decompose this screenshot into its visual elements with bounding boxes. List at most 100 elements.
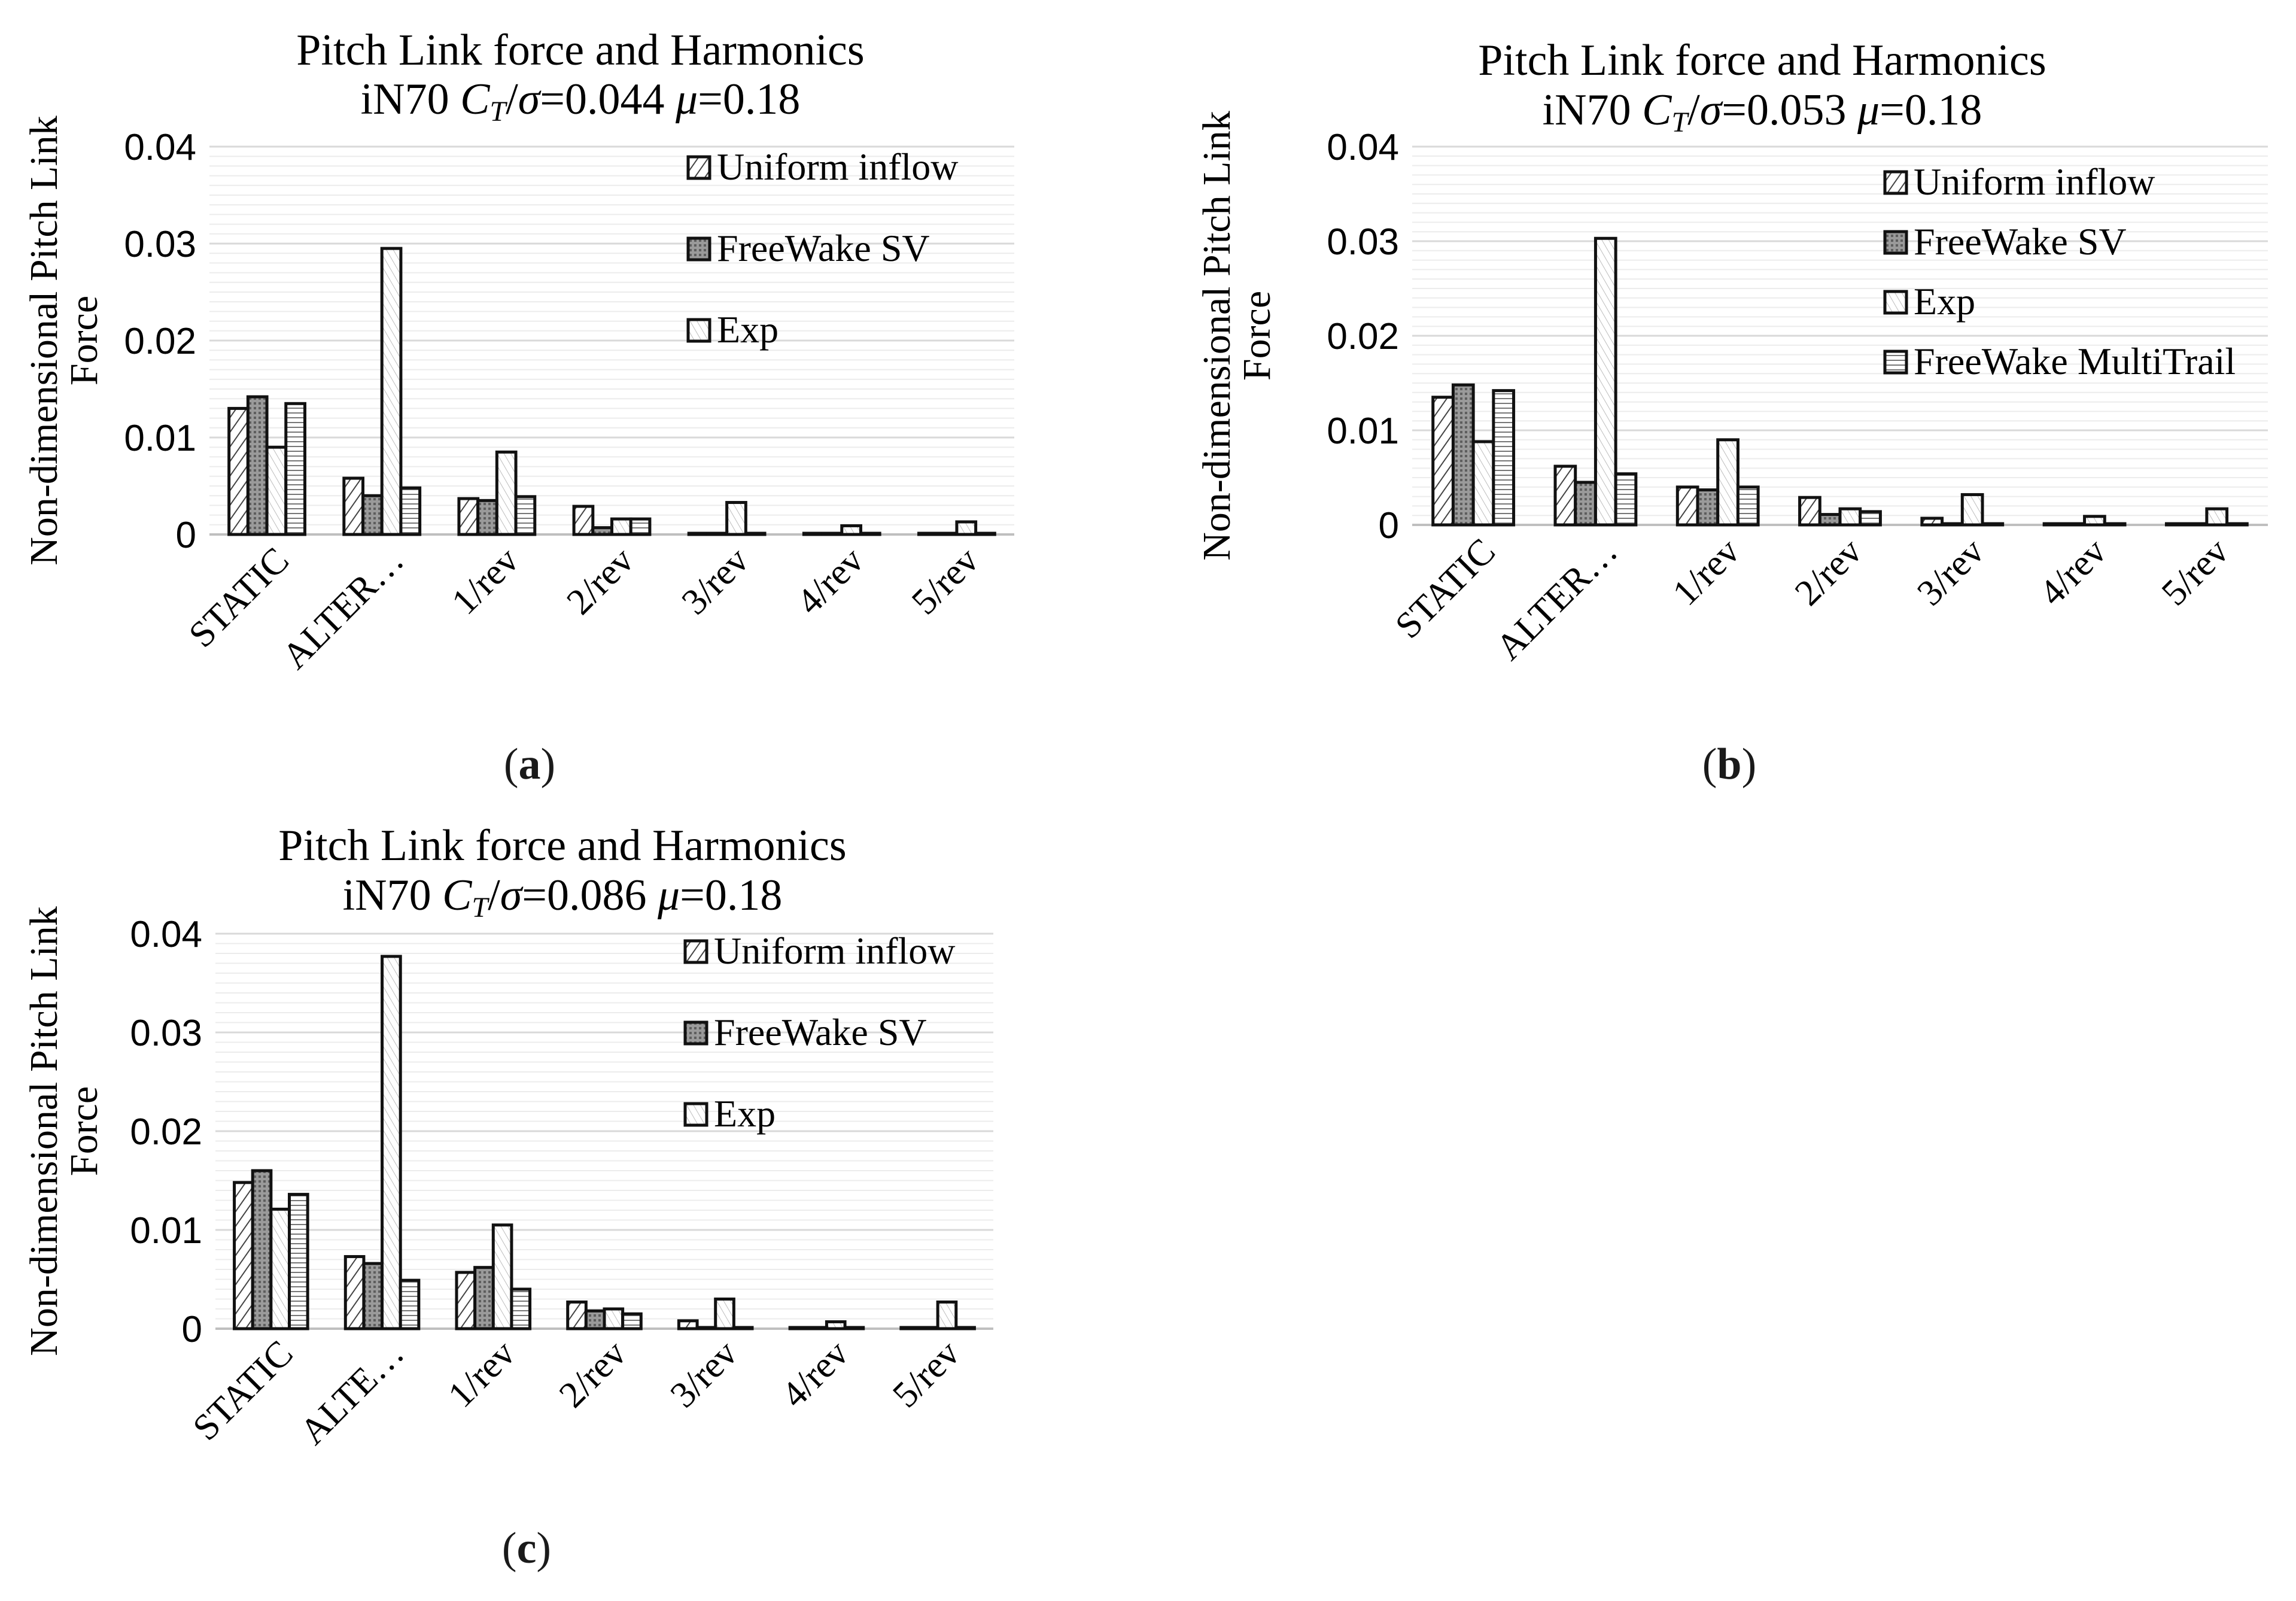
legend-swatch bbox=[1883, 290, 1908, 315]
y-tick-label: 0.02 bbox=[124, 321, 196, 362]
bar-exp-static bbox=[1471, 440, 1495, 527]
y-tick-label: 0.04 bbox=[1327, 127, 1399, 168]
bar-uniform-inflow-4rev bbox=[788, 1326, 810, 1330]
y-tick-label: 0.03 bbox=[124, 224, 196, 265]
x-tick-label: STATIC bbox=[1388, 531, 1503, 646]
legend-swatch bbox=[686, 236, 711, 262]
y-axis-label-line1: Non-dimensional Pitch Link bbox=[1195, 111, 1239, 561]
legend-label: Uniform inflow bbox=[1914, 160, 2155, 203]
bar-freewake-multitrail-static bbox=[284, 402, 306, 536]
y-axis-label-line2: Force bbox=[62, 1086, 106, 1176]
bar-freewake-sv-4rev bbox=[2063, 522, 2087, 527]
legend-label: Uniform inflow bbox=[714, 929, 956, 972]
bar-freewake-sv-5rev bbox=[2185, 522, 2209, 527]
x-tick-label: ALTE… bbox=[293, 1333, 412, 1453]
bar-freewake-multitrail-4rev bbox=[859, 531, 881, 536]
bar-freewake-sv-5rev bbox=[936, 531, 959, 536]
x-tick-label: 1/rev bbox=[440, 1333, 523, 1415]
bar-freewake-sv-static bbox=[246, 395, 269, 536]
bar-freewake-sv-1rev bbox=[476, 499, 498, 536]
y-tick-label: 0 bbox=[1379, 505, 1399, 546]
bar-exp-4rev bbox=[825, 1320, 847, 1330]
bar-freewake-sv-1rev bbox=[1696, 488, 1720, 527]
legend-swatch bbox=[686, 155, 711, 180]
bar-freewake-multitrail-3rev bbox=[1981, 522, 2005, 527]
legend-swatch bbox=[683, 939, 708, 964]
y-tick-label: 0.04 bbox=[130, 914, 202, 955]
legend-label: FreeWake SV bbox=[717, 227, 930, 269]
bar-freewake-multitrail-alter bbox=[399, 486, 422, 536]
bar-freewake-multitrail-static bbox=[288, 1193, 309, 1330]
y-axis-label-line1: Non-dimensional Pitch Link bbox=[22, 906, 66, 1356]
x-tick-label: 4/rev bbox=[774, 1333, 856, 1415]
legend-swatch bbox=[686, 318, 711, 343]
y-axis-label-line2: Force bbox=[1235, 291, 1279, 381]
legend-label: Exp bbox=[717, 308, 778, 351]
x-tick-label: 5/rev bbox=[885, 1333, 968, 1415]
y-tick-label: 0.01 bbox=[1327, 411, 1399, 452]
caption-c-label: c bbox=[516, 1524, 537, 1573]
legend-swatch bbox=[683, 1102, 708, 1127]
caption-a: (a) bbox=[503, 740, 556, 789]
x-tick-label: 2/rev bbox=[559, 540, 641, 622]
bar-freewake-sv-alter bbox=[1574, 481, 1597, 527]
bar-freewake-sv-3rev bbox=[706, 531, 729, 536]
bar-freewake-sv-alte bbox=[362, 1262, 384, 1330]
caption-b: (b) bbox=[1702, 740, 1757, 789]
bar-exp-5rev bbox=[936, 1300, 958, 1330]
caption-b-label: b bbox=[1717, 740, 1742, 789]
x-tick-label: STATIC bbox=[185, 1333, 301, 1448]
x-tick-label: ALTER… bbox=[275, 540, 412, 677]
x-tick-label: 1/rev bbox=[1665, 531, 1747, 613]
chart-title-line1: Pitch Link force and Harmonics bbox=[278, 821, 846, 870]
caption-a-label: a bbox=[518, 740, 541, 789]
bar-uniform-inflow-4rev bbox=[2042, 522, 2066, 527]
bar-freewake-multitrail-3rev bbox=[732, 1326, 754, 1330]
bar-exp-1rev bbox=[491, 1223, 513, 1330]
bar-freewake-multitrail-5rev bbox=[954, 1326, 976, 1330]
bar-uniform-inflow-alter bbox=[1553, 464, 1577, 527]
bar-exp-2rev bbox=[1838, 507, 1862, 527]
bar-exp-static bbox=[269, 1207, 291, 1330]
bar-freewake-sv-2rev bbox=[591, 526, 614, 536]
bar-freewake-sv-4rev bbox=[821, 531, 844, 536]
y-axis-label-line2: Force bbox=[62, 296, 106, 385]
bar-exp-5rev bbox=[2205, 507, 2229, 527]
bar-freewake-multitrail-1rev bbox=[514, 495, 537, 536]
y-tick-label: 0.04 bbox=[124, 127, 196, 168]
bar-freewake-multitrail-4rev bbox=[2103, 522, 2127, 527]
bar-freewake-sv-4rev bbox=[807, 1326, 828, 1330]
bar-freewake-multitrail-alter bbox=[1614, 472, 1638, 527]
bar-uniform-inflow-3rev bbox=[687, 531, 710, 536]
bar-freewake-sv-2rev bbox=[1818, 513, 1842, 527]
y-tick-label: 0.01 bbox=[130, 1210, 202, 1251]
bar-exp-3rev bbox=[714, 1298, 735, 1330]
bar-uniform-inflow-5rev bbox=[899, 1326, 922, 1330]
legend-swatch bbox=[1883, 170, 1908, 195]
legend-swatch bbox=[1883, 350, 1908, 375]
x-tick-label: 2/rev bbox=[552, 1333, 634, 1415]
bar-freewake-multitrail-static bbox=[1492, 389, 1516, 527]
chart-panel-b: Pitch Link force and Harmonics iN70 CT/σ=… bbox=[1173, 0, 2296, 790]
bar-exp-2rev bbox=[610, 517, 632, 536]
bar-uniform-inflow-static bbox=[233, 1181, 254, 1330]
bar-exp-3rev bbox=[725, 501, 747, 536]
bar-freewake-multitrail-1rev bbox=[510, 1287, 532, 1330]
bar-uniform-inflow-1rev bbox=[457, 497, 480, 536]
bar-freewake-sv-static bbox=[251, 1169, 273, 1330]
bar-uniform-inflow-2rev bbox=[566, 1300, 588, 1330]
y-tick-label: 0.01 bbox=[124, 418, 196, 459]
bar-freewake-multitrail-alte bbox=[399, 1278, 421, 1330]
x-tick-label: 1/rev bbox=[444, 540, 527, 622]
y-tick-label: 0.02 bbox=[130, 1111, 202, 1153]
bar-uniform-inflow-1rev bbox=[1675, 485, 1699, 527]
bar-freewake-sv-static bbox=[1451, 383, 1475, 527]
x-tick-label: 3/rev bbox=[662, 1333, 745, 1415]
chart-panel-c: Pitch Link force and Harmonics iN70 CT/σ=… bbox=[0, 802, 1137, 1601]
bar-uniform-inflow-alte bbox=[343, 1255, 366, 1330]
y-tick-label: 0 bbox=[182, 1309, 202, 1350]
bar-freewake-multitrail-2rev bbox=[629, 517, 652, 536]
